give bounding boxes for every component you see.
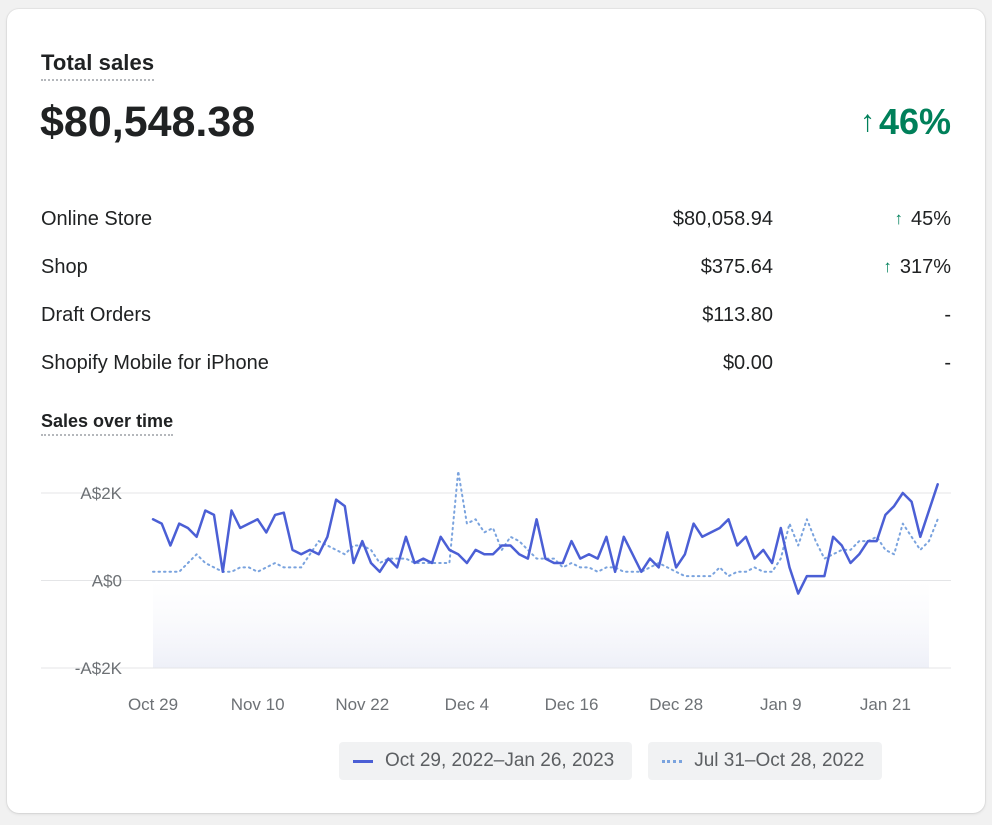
y-tick-label: A$0 bbox=[92, 572, 122, 591]
total-sales-card: Total sales $80,548.38 ↑ 46% Online Stor… bbox=[7, 9, 985, 813]
channel-breakdown-list: Online Store $80,058.94 ↑ 45% Shop $375.… bbox=[41, 195, 951, 387]
legend-item-current[interactable]: Oct 29, 2022–Jan 26, 2023 bbox=[339, 742, 633, 780]
y-tick-label: -A$2K bbox=[75, 659, 123, 678]
channel-change-value: 45% bbox=[910, 208, 951, 230]
channel-name: Shopify Mobile for iPhone bbox=[41, 352, 269, 374]
series-line-current bbox=[151, 483, 939, 595]
channel-row: Online Store $80,058.94 ↑ 45% bbox=[41, 195, 951, 243]
channel-row: Shop $375.64 ↑ 317% bbox=[41, 243, 951, 291]
x-tick-label: Nov 10 bbox=[231, 695, 285, 714]
chart-title[interactable]: Sales over time bbox=[41, 409, 174, 436]
x-tick-label: Dec 28 bbox=[649, 695, 703, 714]
channel-change: - bbox=[944, 339, 951, 387]
sales-chart-svg: A$2K A$0 -A$2K Oct 29 Nov 10 Nov 22 Dec 4 Dec 1… bbox=[41, 470, 951, 714]
x-tick-label: Jan 21 bbox=[860, 695, 911, 714]
channel-name: Shop bbox=[41, 256, 88, 278]
x-tick-label: Dec 16 bbox=[545, 695, 599, 714]
channel-value: $375.64 bbox=[700, 256, 773, 278]
card-title[interactable]: Total sales bbox=[41, 49, 155, 81]
x-tick-label: Dec 4 bbox=[445, 695, 489, 714]
total-change-value: 46% bbox=[878, 101, 951, 142]
arrow-up-icon: ↑ bbox=[859, 105, 875, 138]
channel-value: $80,058.94 bbox=[672, 208, 773, 230]
channel-change: ↑ 45% bbox=[894, 195, 951, 243]
channel-change: ↑ 317% bbox=[883, 243, 951, 291]
legend-label-previous: Jul 31–Oct 28, 2022 bbox=[694, 750, 865, 771]
total-sales-value: $80,548.38 bbox=[40, 98, 256, 146]
channel-value: $113.80 bbox=[702, 304, 773, 326]
x-tick-label: Oct 29 bbox=[128, 695, 178, 714]
sales-chart: A$2K A$0 -A$2K Oct 29 Nov 10 Nov 22 Dec 4 Dec 1… bbox=[7, 9, 985, 813]
solid-line-swatch-icon bbox=[353, 759, 373, 763]
channel-row: Shopify Mobile for iPhone $0.00 - bbox=[41, 339, 951, 387]
channel-value: $0.00 bbox=[722, 352, 773, 374]
legend-label-current: Oct 29, 2022–Jan 26, 2023 bbox=[385, 750, 615, 771]
x-tick-label: Jan 9 bbox=[760, 695, 802, 714]
x-tick-label: Nov 22 bbox=[335, 695, 389, 714]
channel-change-value: - bbox=[944, 352, 951, 374]
arrow-up-icon: ↑ bbox=[894, 209, 903, 228]
channel-change-value: 317% bbox=[899, 256, 951, 278]
channel-change-value: - bbox=[944, 304, 951, 326]
arrow-up-icon: ↑ bbox=[883, 257, 892, 276]
legend-item-previous[interactable]: Jul 31–Oct 28, 2022 bbox=[648, 742, 883, 780]
chart-legend: Oct 29, 2022–Jan 26, 2023 Jul 31–Oct 28,… bbox=[339, 742, 883, 780]
dotted-line-swatch-icon bbox=[662, 759, 683, 763]
channel-name: Online Store bbox=[41, 208, 153, 230]
channel-name: Draft Orders bbox=[41, 304, 152, 326]
chart-shaded-area bbox=[153, 580, 929, 668]
series-line-previous bbox=[152, 470, 939, 578]
total-change-indicator: ↑ 46% bbox=[860, 99, 951, 145]
channel-change: - bbox=[944, 291, 951, 339]
channel-row: Draft Orders $113.80 - bbox=[41, 291, 951, 339]
y-tick-label: A$2K bbox=[80, 484, 122, 503]
